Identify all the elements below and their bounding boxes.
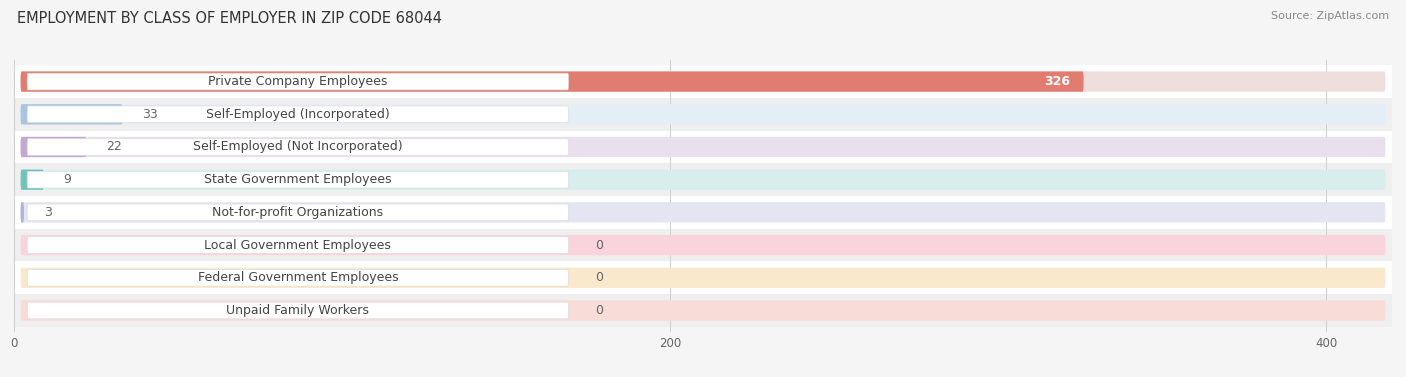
Bar — [14, 229, 1392, 261]
FancyBboxPatch shape — [21, 170, 1385, 190]
FancyBboxPatch shape — [27, 73, 568, 90]
Text: Local Government Employees: Local Government Employees — [204, 239, 391, 251]
FancyBboxPatch shape — [21, 170, 44, 190]
Text: EMPLOYMENT BY CLASS OF EMPLOYER IN ZIP CODE 68044: EMPLOYMENT BY CLASS OF EMPLOYER IN ZIP C… — [17, 11, 441, 26]
FancyBboxPatch shape — [27, 139, 568, 155]
Text: 22: 22 — [105, 141, 122, 153]
FancyBboxPatch shape — [21, 202, 24, 222]
Bar — [14, 261, 1392, 294]
Text: State Government Employees: State Government Employees — [204, 173, 392, 186]
Text: 0: 0 — [595, 304, 603, 317]
FancyBboxPatch shape — [27, 204, 568, 221]
Text: 326: 326 — [1045, 75, 1070, 88]
FancyBboxPatch shape — [21, 104, 122, 124]
Text: Source: ZipAtlas.com: Source: ZipAtlas.com — [1271, 11, 1389, 21]
Text: Private Company Employees: Private Company Employees — [208, 75, 388, 88]
Text: Not-for-profit Organizations: Not-for-profit Organizations — [212, 206, 384, 219]
Text: Self-Employed (Incorporated): Self-Employed (Incorporated) — [205, 108, 389, 121]
FancyBboxPatch shape — [21, 300, 1385, 321]
FancyBboxPatch shape — [27, 106, 568, 123]
Text: Self-Employed (Not Incorporated): Self-Employed (Not Incorporated) — [193, 141, 402, 153]
Text: Federal Government Employees: Federal Government Employees — [197, 271, 398, 284]
Text: Unpaid Family Workers: Unpaid Family Workers — [226, 304, 370, 317]
FancyBboxPatch shape — [21, 268, 1385, 288]
Text: 9: 9 — [63, 173, 72, 186]
FancyBboxPatch shape — [21, 137, 86, 157]
Bar — [14, 98, 1392, 131]
Bar — [14, 163, 1392, 196]
Text: 0: 0 — [595, 271, 603, 284]
FancyBboxPatch shape — [21, 104, 1385, 124]
FancyBboxPatch shape — [27, 270, 568, 286]
Text: 0: 0 — [595, 239, 603, 251]
FancyBboxPatch shape — [21, 202, 1385, 222]
Bar — [14, 196, 1392, 229]
FancyBboxPatch shape — [21, 71, 1084, 92]
Bar — [14, 65, 1392, 98]
FancyBboxPatch shape — [27, 172, 568, 188]
Bar — [14, 131, 1392, 163]
FancyBboxPatch shape — [21, 235, 1385, 255]
Text: 3: 3 — [44, 206, 52, 219]
FancyBboxPatch shape — [27, 237, 568, 253]
FancyBboxPatch shape — [21, 71, 1385, 92]
Bar — [14, 294, 1392, 327]
Text: 33: 33 — [142, 108, 157, 121]
FancyBboxPatch shape — [27, 302, 568, 319]
FancyBboxPatch shape — [21, 137, 1385, 157]
